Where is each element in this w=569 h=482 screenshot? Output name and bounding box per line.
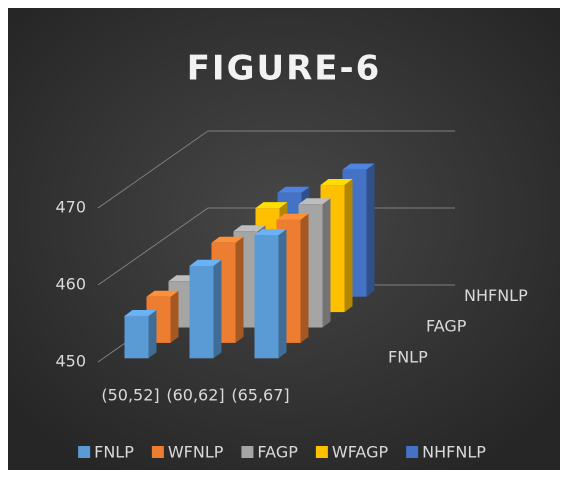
bar-side: [148, 309, 157, 359]
bar-top: [146, 290, 179, 297]
bar: [254, 229, 287, 359]
bar-side: [344, 179, 353, 313]
legend-label: NHFNLP: [422, 443, 486, 462]
bar-top: [189, 259, 222, 266]
bar-side: [235, 236, 244, 343]
bar-side: [170, 290, 179, 343]
x-tick-label: (50,52]: [101, 386, 159, 405]
y-tick-label: 460: [55, 275, 86, 294]
y-tick-label: 450: [55, 352, 86, 371]
legend-label: FNLP: [94, 443, 134, 462]
bar-front: [254, 235, 279, 359]
bar-side: [278, 229, 287, 359]
bar-top: [320, 179, 353, 186]
depth-label: FNLP: [388, 348, 428, 367]
depth-label: NHFNLP: [464, 286, 528, 305]
bar-side: [322, 198, 331, 328]
x-tick-label: (60,62]: [166, 386, 224, 405]
x-tick-label: (65,67]: [231, 386, 289, 405]
legend-label: WFAGP: [332, 443, 389, 462]
bar-top: [233, 225, 266, 232]
bar-top: [276, 213, 309, 220]
bar-side: [366, 163, 375, 297]
legend-label: FAGP: [257, 443, 298, 462]
depth-label: FAGP: [426, 317, 467, 336]
legend-swatch: [241, 446, 254, 458]
legend-swatch: [315, 446, 328, 458]
bar: [124, 309, 157, 359]
bar-top: [277, 186, 310, 193]
bar-side: [300, 213, 309, 343]
bar-top: [211, 236, 244, 243]
chart-title: FIGURE-6: [187, 49, 382, 89]
bar-top: [342, 163, 375, 170]
grid-line: [97, 130, 455, 209]
legend-label: WFNLP: [168, 443, 224, 462]
y-tick-label: 470: [55, 198, 86, 217]
bar-front: [124, 315, 149, 359]
bar: [189, 259, 222, 359]
legend-swatch: [406, 446, 419, 458]
bar-front: [189, 265, 214, 359]
legend-swatch: [78, 446, 91, 458]
bar-top: [298, 198, 331, 205]
bar-top: [255, 202, 288, 209]
bar-top: [124, 309, 157, 316]
legend-swatch: [151, 446, 164, 458]
bar-top: [254, 229, 287, 236]
bar-side: [213, 259, 222, 359]
